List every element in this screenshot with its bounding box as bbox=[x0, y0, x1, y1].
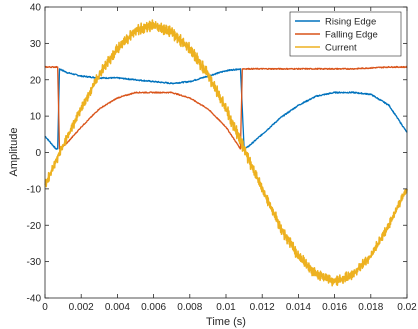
x-tick-label: 0.02 bbox=[397, 302, 417, 313]
y-tick-label: -10 bbox=[27, 184, 42, 195]
x-tick-label: 0.002 bbox=[69, 302, 94, 313]
y-axis-label: Amplitude bbox=[8, 128, 20, 177]
x-tick-label: 0.016 bbox=[322, 302, 347, 313]
series-layer bbox=[44, 19, 408, 287]
x-tick-label: 0.012 bbox=[250, 302, 275, 313]
legend-label-falling-edge: Falling Edge bbox=[325, 30, 378, 41]
series-line-current bbox=[44, 19, 408, 287]
x-tick-label: 0 bbox=[42, 302, 48, 313]
x-tick-label: 0.014 bbox=[286, 302, 311, 313]
legend-label-current: Current bbox=[325, 43, 357, 54]
ticks-layer: 0 0.002 0.004 0.006 0.008 0.01 0.012 0.014 0.016… bbox=[27, 3, 418, 314]
y-tick-label: 30 bbox=[30, 39, 42, 50]
x-tick-label: 0.006 bbox=[141, 302, 166, 313]
series-line-falling-edge bbox=[44, 65, 408, 150]
x-tick-label: 0.004 bbox=[105, 302, 130, 313]
plot-frame bbox=[44, 6, 408, 299]
x-axis-label: Time (s) bbox=[206, 316, 246, 328]
y-tick-label: -40 bbox=[27, 294, 42, 305]
y-tick-label: 40 bbox=[30, 3, 42, 14]
y-tick-label: 10 bbox=[30, 112, 42, 123]
y-tick-label: 20 bbox=[30, 75, 42, 86]
x-tick-label: 0.01 bbox=[216, 302, 236, 313]
x-tick-label: 0.008 bbox=[177, 302, 202, 313]
y-tick-label: 0 bbox=[35, 148, 41, 159]
series-line-rising-edge bbox=[44, 68, 408, 150]
y-tick-label: -30 bbox=[27, 257, 42, 268]
y-tick-label: -20 bbox=[27, 221, 42, 232]
legend-label-rising-edge: Rising Edge bbox=[325, 17, 376, 28]
legend: Rising Edge Falling Edge Current bbox=[289, 11, 402, 57]
x-tick-label: 0.018 bbox=[358, 302, 383, 313]
